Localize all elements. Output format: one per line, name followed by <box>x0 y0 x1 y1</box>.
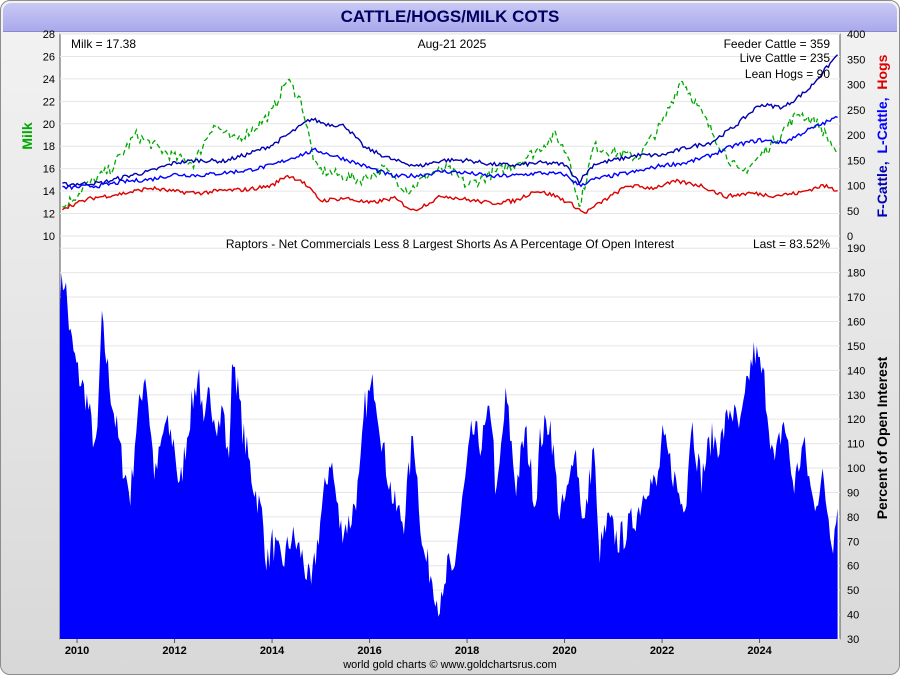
percent-tick-label: 60 <box>847 561 859 573</box>
series-line-feeder-cattle <box>62 54 839 188</box>
milk-tick-label: 22 <box>43 96 55 108</box>
percent-tick-label: 50 <box>847 585 859 597</box>
cot-area-series <box>60 273 838 639</box>
date-tick-label: 2020 <box>552 645 576 657</box>
f-cattle-label-part: F-Cattle, <box>874 161 890 217</box>
percent-tick-label: 100 <box>847 463 865 475</box>
milk-tick-label: 26 <box>43 51 55 63</box>
percent-tick-label: 160 <box>847 316 865 328</box>
percent-tick-label: 170 <box>847 292 865 304</box>
percent-tick-label: 150 <box>847 341 865 353</box>
cattle-tick-label: 0 <box>847 231 853 243</box>
cattle-tick-label: 50 <box>847 206 859 218</box>
series-line-live-cattle <box>62 115 838 191</box>
milk-axis-ticks: 10 12 14 16 18 20 22 24 26 28 <box>43 29 55 243</box>
percent-tick-label: 110 <box>847 439 865 451</box>
cattle-hogs-axis-label: F-Cattle, L-Cattle, Hogs <box>874 54 890 217</box>
date-tick-label: 2012 <box>162 645 186 657</box>
milk-axis-label: Milk <box>19 122 35 149</box>
cattle-tick-label: 350 <box>847 54 865 66</box>
percent-axis-ticks: 30 40 50 60 70 80 90 100 110 120 130 140 150 160 170 18… <box>847 243 865 646</box>
percent-tick-label: 180 <box>847 268 865 280</box>
chart-title: CATTLE/HOGS/MILK COTS <box>340 7 560 26</box>
percent-tick-label: 70 <box>847 536 859 548</box>
cattle-tick-label: 300 <box>847 80 865 92</box>
percent-tick-label: 30 <box>847 634 859 646</box>
series-line-milk <box>62 78 839 209</box>
milk-tick-label: 16 <box>43 164 55 176</box>
date-tick-label: 2024 <box>747 645 772 657</box>
cot-panel-title: Raptors - Net Commercials Less 8 Largest… <box>226 237 675 251</box>
date-axis-ticks: 2010 2012 2014 2016 2018 2020 2022 2024 <box>65 639 773 657</box>
milk-tick-label: 10 <box>43 231 55 243</box>
last-value-readout: Last = 83.52% <box>753 237 830 251</box>
credit-text: world gold charts © www.goldchartsrus.co… <box>342 659 557 671</box>
milk-tick-label: 28 <box>43 29 55 41</box>
percent-tick-label: 120 <box>847 414 865 426</box>
date-tick-label: 2010 <box>65 645 89 657</box>
cattle-hogs-axis-ticks: 0 50 100 150 200 250 300 350 400 <box>847 29 865 243</box>
date-tick-label: 2014 <box>260 645 285 657</box>
cattle-tick-label: 400 <box>847 29 865 41</box>
milk-readout: Milk = 17.38 <box>71 37 136 51</box>
top-panel <box>59 33 841 237</box>
cot-area-path <box>60 273 838 639</box>
cattle-tick-label: 250 <box>847 105 865 117</box>
milk-tick-label: 14 <box>43 186 55 198</box>
percent-tick-label: 140 <box>847 365 865 377</box>
live-cattle-readout: Live Cattle = 235 <box>740 51 831 65</box>
percent-tick-label: 90 <box>847 487 859 499</box>
date-tick-label: 2022 <box>650 645 674 657</box>
cattle-tick-label: 150 <box>847 155 865 167</box>
date-tick-label: 2016 <box>357 645 381 657</box>
percent-axis-label: Percent of Open Interest <box>874 356 890 519</box>
l-cattle-label-part: L-Cattle, <box>874 98 890 154</box>
milk-tick-label: 24 <box>43 74 55 86</box>
percent-tick-label: 190 <box>847 243 865 255</box>
percent-tick-label: 80 <box>847 512 859 524</box>
cattle-tick-label: 200 <box>847 130 865 142</box>
date-tick-label: 2018 <box>455 645 479 657</box>
title-bar: CATTLE/HOGS/MILK COTS <box>3 3 897 32</box>
lean-hogs-readout: Lean Hogs = 90 <box>745 67 830 81</box>
milk-tick-label: 18 <box>43 141 55 153</box>
date-readout: Aug-21 2025 <box>418 37 487 51</box>
cattle-tick-label: 100 <box>847 181 865 193</box>
percent-tick-label: 130 <box>847 390 865 402</box>
price-lines <box>61 54 839 214</box>
hogs-label-part: Hogs <box>874 54 890 89</box>
milk-tick-label: 20 <box>43 119 55 131</box>
feeder-cattle-readout: Feeder Cattle = 359 <box>724 37 831 51</box>
milk-tick-label: 12 <box>43 209 55 221</box>
percent-tick-label: 40 <box>847 610 859 622</box>
series-line-lean-hogs <box>61 174 838 214</box>
